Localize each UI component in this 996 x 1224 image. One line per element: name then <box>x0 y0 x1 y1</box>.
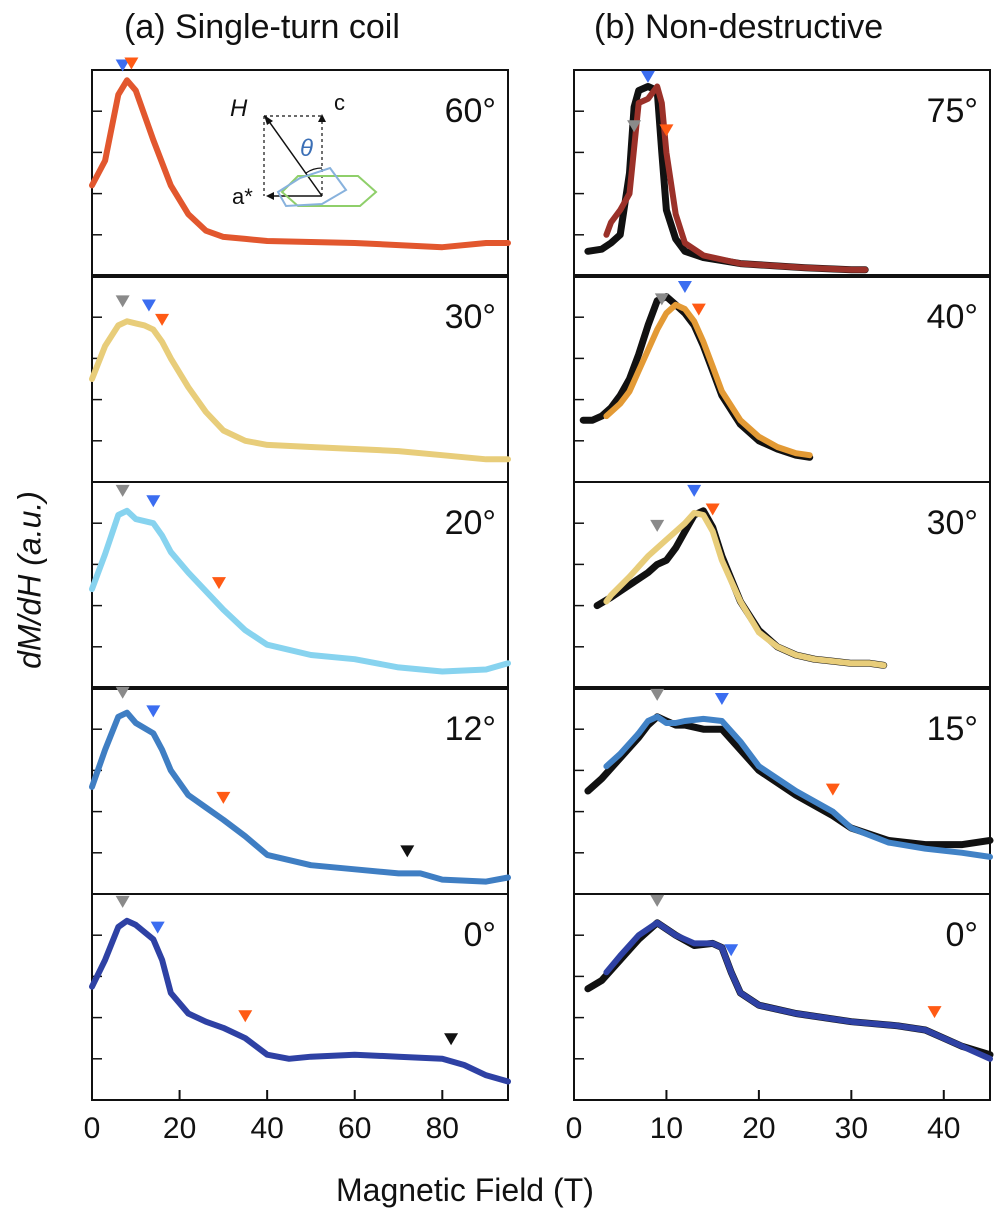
panel-a-orange-marker <box>216 791 231 804</box>
panel-a-x-tick-label: 40 <box>250 1112 283 1145</box>
panel-b-x-tick-label: 0 <box>566 1112 583 1145</box>
inset-theta-arc <box>305 167 323 174</box>
panel-a-row-4-curve <box>89 709 511 885</box>
panel-b-blue-marker <box>640 70 655 83</box>
x-axis-title: Magnetic Field (T) <box>336 1172 594 1208</box>
panels-layer: 60° 30° 20° 12° 0° 0 20 40 60 80 75° 40° 30° 15° 0° 0 10… <box>84 57 994 1145</box>
panel-b-orange-marker <box>927 1006 942 1019</box>
panel-a-x-tick-label: 80 <box>426 1112 459 1145</box>
panel-a-angle-label: 0° <box>463 916 496 954</box>
panel-a-orange-marker <box>238 1010 253 1023</box>
panel-b-angle-label: 30° <box>927 504 978 542</box>
panel-b-grey-marker <box>650 688 665 701</box>
panel-b-angle-label: 75° <box>927 92 978 130</box>
inset-label-a-star: a* <box>232 184 253 209</box>
inset-label-c: c <box>334 90 345 115</box>
panel-b-x-tick-label: 30 <box>835 1112 868 1145</box>
panel-a-angle-label: 30° <box>445 298 496 336</box>
panel-b-orange-marker <box>691 303 706 316</box>
panel-b-row-2-curve <box>603 301 813 459</box>
panel-b-angle-label: 40° <box>927 298 978 336</box>
panel-b-row-5-curve <box>603 919 993 1062</box>
inset-h-arrowhead <box>264 115 273 125</box>
panel-b-title: (b) Non-destructive <box>594 8 884 46</box>
panel-a-angle-label: 60° <box>445 92 496 130</box>
panel-a-row-5-curve <box>89 917 511 1085</box>
panel-a-x-tick-label: 60 <box>338 1112 371 1145</box>
panel-a-orange-marker <box>124 57 139 70</box>
panel-b-grey-marker <box>650 894 665 907</box>
panel-a-angle-label: 12° <box>445 710 496 748</box>
panel-b-row-3-curve <box>603 509 887 669</box>
panel-b-blue-marker <box>714 692 729 705</box>
geometry-inset: H c a* θ <box>230 90 378 209</box>
panel-b-orange-marker <box>825 783 840 796</box>
panel-b-orange-marker <box>705 503 720 516</box>
panel-a-orange-marker <box>211 577 226 590</box>
panel-a-title: (a) Single-turn coil <box>124 8 400 46</box>
inset-label-h: H <box>230 95 248 122</box>
panel-a-blue-marker <box>146 495 161 508</box>
panel-a-x-tick-label: 0 <box>84 1112 101 1145</box>
panel-b-row-3-measured-curve <box>593 507 888 669</box>
inset-label-theta: θ <box>300 135 313 162</box>
inset-a-arrowhead <box>266 192 274 200</box>
panel-a-orange-marker <box>155 313 170 326</box>
panel-a-blue-marker <box>150 921 165 934</box>
panel-b-x-tick-label: 20 <box>742 1112 775 1145</box>
panel-a-blue-marker <box>146 705 161 718</box>
panel-a-black-marker <box>400 845 415 858</box>
panel-a-grey-marker <box>115 484 130 497</box>
inset-h-vector <box>267 119 323 197</box>
inset-hexagon-blue <box>276 166 348 208</box>
panel-a-x-tick-label: 20 <box>163 1112 196 1145</box>
panel-a-grey-marker <box>115 686 130 699</box>
inset-c-arrowhead <box>318 114 326 122</box>
panel-a-angle-label: 20° <box>445 504 496 542</box>
panel-a-row-3-curve <box>89 507 511 675</box>
panel-b-blue-marker <box>677 280 692 293</box>
panel-a-row-1-curve <box>89 77 511 251</box>
panel-b-frame <box>573 69 991 1101</box>
panel-b-grey-marker <box>627 120 642 133</box>
panel-b-angle-label: 15° <box>927 710 978 748</box>
panel-b-row-1-curve <box>603 83 869 273</box>
panel-b-x-tick-label: 10 <box>650 1112 683 1145</box>
panel-a-blue-marker <box>141 299 156 312</box>
panel-a-black-marker <box>444 1033 459 1046</box>
panel-b-grey-marker <box>654 293 669 306</box>
panel-a-grey-marker <box>115 895 130 908</box>
panel-a-blue-marker <box>115 59 130 72</box>
panel-a-row-2-curve <box>89 318 511 463</box>
panel-a-grey-marker <box>115 295 130 308</box>
panel-b-blue-marker <box>724 944 739 957</box>
panel-b-orange-marker <box>659 124 674 137</box>
panel-b-blue-marker <box>687 484 702 497</box>
panel-b-angle-label: 0° <box>945 916 978 954</box>
panel-b-grey-marker <box>650 519 665 532</box>
panel-b-row-4-curve <box>603 713 993 860</box>
panel-b-x-tick-label: 40 <box>927 1112 960 1145</box>
inset-hexagon-green <box>280 175 378 207</box>
